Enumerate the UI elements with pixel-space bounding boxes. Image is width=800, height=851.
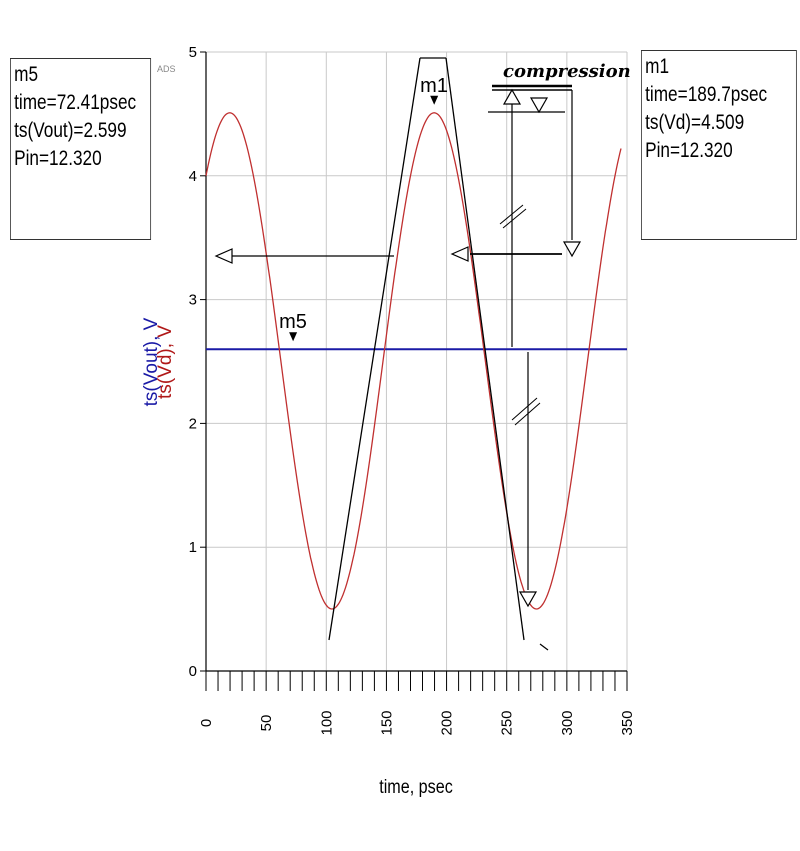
break-mark-1a [499,204,524,225]
marker-value: ts(Vout)=2.599 [14,119,127,142]
left-arrow-head [214,248,233,264]
x-tick-label: 50 [258,715,275,732]
marker-readout-m1: m1 time=189.7psec ts(Vd)=4.509 Pin=12.32… [641,50,797,240]
y-tick-label: 0 [189,663,197,680]
y-tick-label: 4 [189,168,197,185]
upper-up-arrow [502,88,522,105]
x-tick-label: 0 [198,719,215,727]
marker-pin: Pin=12.320 [645,139,733,162]
tick-marks [200,51,628,691]
x-tick-labels: 0 50 100 150 200 250 300 350 [198,710,636,735]
triangle-wave-rise [328,57,421,641]
y-tick-label: 3 [189,292,197,309]
series-vd-line [205,112,622,610]
break-mark-2b [514,402,541,426]
m5-marker [289,332,298,342]
data-series [205,112,627,610]
mid-arrow-head [450,246,469,262]
ads-watermark: ADS [157,64,176,74]
y-axis-title: ts(Vout), V ts(Vd), V [141,317,176,406]
marker-readout-m5: m5 time=72.41psec ts(Vout)=2.599 Pin=12.… [10,58,152,240]
y-axis-title-vout: ts(Vout), V [141,317,162,406]
triangle-wave-fall [445,57,525,641]
x-tick-label: 350 [619,710,636,735]
grid-lines [206,51,628,671]
x-tick-label: 250 [499,710,516,735]
compression-annotation: compression [503,61,631,82]
hand-drawn-annotations [214,57,582,651]
x-tick-label: 150 [378,710,395,735]
y-axis-title-vd: ts(Vd), V [155,325,176,399]
y-tick-label: 1 [189,539,197,556]
marker-time: time=189.7psec [645,83,768,106]
marker-name: m5 [14,63,39,86]
marker-time: time=72.41psec [14,91,137,114]
m1-marker-label: m1 [420,75,448,97]
x-axis-title: time, psec [379,776,453,798]
marker-value: ts(Vd)=4.509 [645,111,745,134]
break-mark-1b [502,208,527,229]
y-tick-label: 5 [189,44,197,61]
x-tick-label: 200 [439,710,456,735]
stray-mark [539,643,549,651]
marker-name: m1 [645,55,670,78]
x-tick-label: 100 [318,710,335,735]
axes [205,52,627,672]
m5-marker-label: m5 [279,311,307,333]
marker-points: m5 m1 [279,75,448,342]
break-mark-2a [511,397,538,421]
lower-down-arrow [518,591,538,608]
m1-marker [430,95,439,105]
marker-pin: Pin=12.320 [14,147,102,170]
x-tick-label: 300 [559,710,576,735]
y-tick-labels: 0 1 2 3 4 5 [189,44,197,680]
compression-small-arrow [529,97,549,114]
y-tick-label: 2 [189,415,197,432]
compression-down-arrow [562,241,582,258]
